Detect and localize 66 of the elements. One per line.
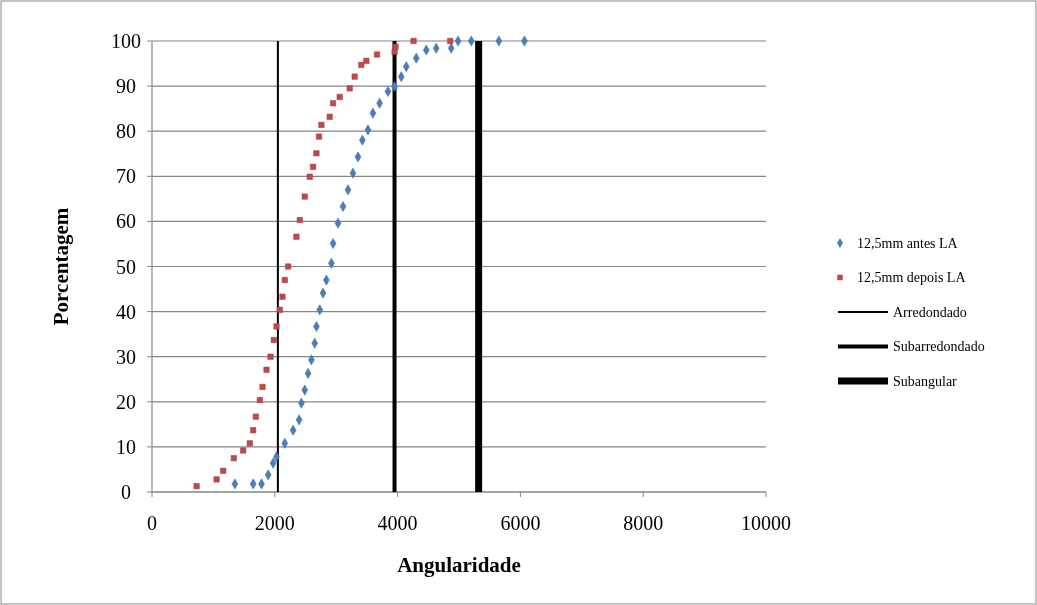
point (410, 38, 417, 44)
point (230, 455, 237, 462)
point (256, 397, 263, 403)
y-tick-label: 30 (116, 345, 136, 368)
point (306, 173, 313, 180)
legend-label: 12,5mm antes LA (857, 235, 959, 251)
point (339, 201, 347, 212)
x-tick-label: 4000 (377, 512, 418, 534)
y-tick-label: 90 (116, 75, 136, 98)
y-axis-title: Porcentagem (49, 207, 73, 326)
point (252, 413, 259, 420)
point (329, 238, 337, 249)
legend-label: Subangular (893, 373, 958, 389)
point (318, 121, 325, 128)
point (259, 383, 266, 390)
point (267, 353, 274, 360)
x-tick-label: 8000 (623, 512, 664, 534)
x-axis-title: Angularidade (397, 553, 521, 577)
y-tick-label: 0 (121, 481, 131, 503)
x-tick-label: 10000 (741, 512, 791, 534)
y-tick-label: 80 (116, 120, 136, 143)
legend-label: Subarredondado (893, 339, 985, 355)
legend-label: Arredondado (893, 304, 967, 320)
point (316, 133, 322, 140)
x-tick-label: 0 (147, 512, 157, 534)
y-tick-label: 10 (116, 435, 136, 458)
point (220, 467, 227, 474)
point (296, 217, 303, 224)
point (326, 113, 333, 120)
point (346, 85, 353, 92)
point (279, 293, 286, 300)
point (281, 277, 288, 284)
point (384, 86, 392, 97)
point (310, 163, 317, 170)
x-tick-label: 6000 (500, 512, 541, 534)
y-tick-label: 60 (116, 210, 136, 233)
point (250, 427, 257, 434)
point (263, 366, 270, 373)
point (193, 483, 200, 490)
point (213, 476, 220, 483)
y-tick-label: 50 (116, 255, 136, 278)
point (240, 447, 247, 454)
y-tick-label: 40 (116, 300, 136, 323)
point (270, 337, 277, 343)
point (358, 61, 365, 68)
point (330, 100, 337, 107)
point (301, 193, 308, 200)
point (391, 48, 398, 55)
point (336, 93, 343, 100)
point (392, 43, 399, 50)
point (447, 38, 454, 44)
point (373, 51, 380, 58)
point (293, 233, 300, 240)
point (351, 73, 358, 80)
point (363, 57, 370, 64)
point (313, 150, 320, 157)
y-tick-label: 70 (116, 165, 136, 188)
point (246, 440, 253, 447)
x-tick-label: 2000 (254, 512, 295, 534)
legend-label: 12,5mm depois LA (857, 270, 967, 286)
y-tick-label: 100 (111, 30, 141, 52)
point (285, 263, 292, 270)
point (273, 323, 280, 330)
point (276, 306, 283, 313)
y-tick-label: 20 (116, 390, 136, 413)
point (304, 368, 312, 379)
